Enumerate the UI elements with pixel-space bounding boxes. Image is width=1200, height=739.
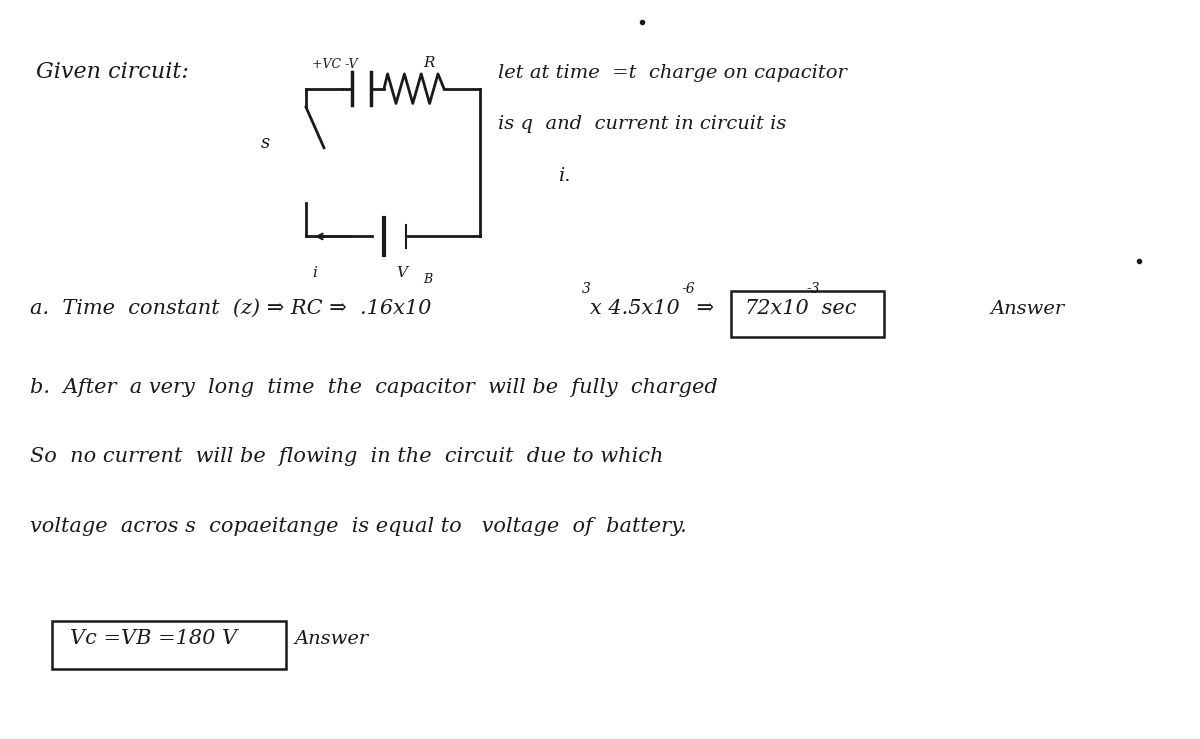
Text: -3: -3 [806, 282, 820, 296]
Text: +VC -V: +VC -V [312, 58, 358, 71]
Text: R: R [424, 55, 436, 69]
Text: voltage  acros s  copaeitange  is equal to   voltage  of  battery.: voltage acros s copaeitange is equal to … [30, 517, 686, 536]
Text: i: i [312, 266, 317, 280]
Text: ⇒: ⇒ [690, 299, 714, 318]
Text: i.: i. [558, 167, 570, 185]
Text: B: B [424, 273, 433, 286]
Text: Given circuit:: Given circuit: [36, 61, 188, 83]
Text: s: s [260, 134, 270, 151]
Text: 3: 3 [582, 282, 590, 296]
Text: V: V [396, 266, 407, 280]
Text: a.  Time  constant  (z) ⇒ RC ⇒  .16x10: a. Time constant (z) ⇒ RC ⇒ .16x10 [30, 299, 431, 318]
Text: 72x10: 72x10 [744, 299, 809, 318]
Text: So  no current  will be  flowing  in the  circuit  due to which: So no current will be flowing in the cir… [30, 447, 664, 466]
Text: b.  After  a very  long  time  the  capacitor  will be  fully  charged: b. After a very long time the capacitor … [30, 378, 718, 397]
Text: is q  and  current in circuit is: is q and current in circuit is [498, 115, 786, 133]
Text: Answer: Answer [990, 300, 1064, 318]
Text: -6: -6 [682, 282, 695, 296]
Text: Answer: Answer [294, 630, 368, 648]
Text: let at time  =t  charge on capacitor: let at time =t charge on capacitor [498, 64, 847, 81]
Text: sec: sec [815, 299, 857, 318]
Text: x 4.5x10: x 4.5x10 [590, 299, 680, 318]
Text: Vc =VB =180 V: Vc =VB =180 V [70, 630, 236, 648]
